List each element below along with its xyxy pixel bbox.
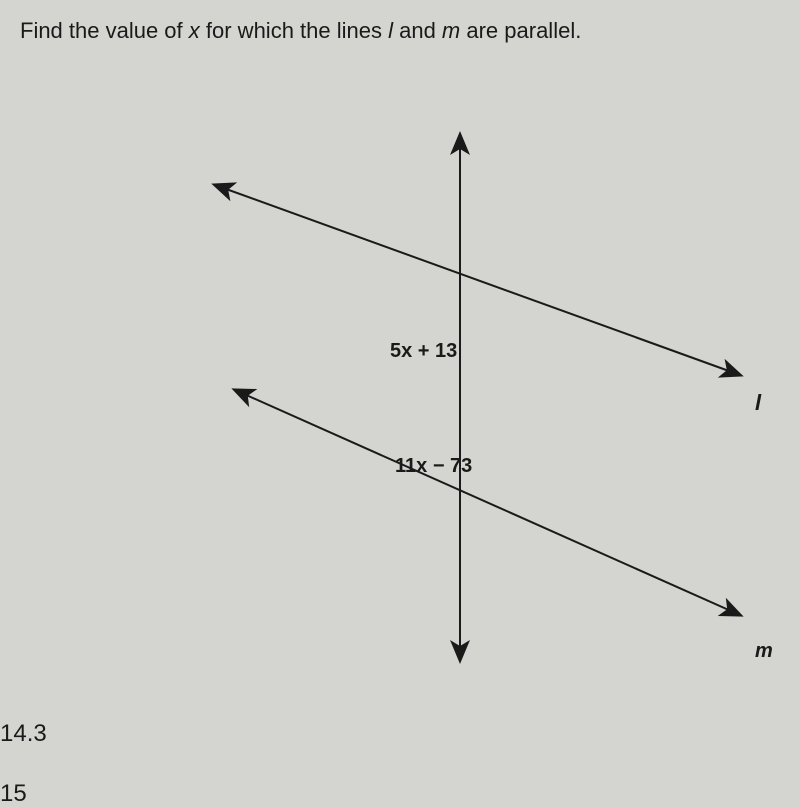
q-mid: for which the lines (200, 18, 388, 43)
line-l-label: l (755, 390, 761, 416)
answer-option-2[interactable]: 15 (0, 780, 27, 808)
q-and: and (393, 18, 442, 43)
angle-label-1: 5x + 13 (390, 340, 457, 363)
answer-option-1[interactable]: 14.3 (0, 720, 47, 748)
geometry-diagram: 5x + 13 11x − 73 l m (0, 80, 800, 700)
line-m (235, 390, 740, 615)
q-suffix: are parallel. (460, 18, 581, 43)
q-var-m: m (442, 18, 460, 43)
question-text: Find the value of x for which the lines … (20, 18, 581, 44)
q-prefix: Find the value of (20, 18, 189, 43)
q-var-x: x (189, 18, 200, 43)
line-m-label: m (755, 640, 773, 663)
angle-label-2: 11x − 73 (395, 455, 472, 478)
diagram-svg (0, 80, 800, 700)
line-l (215, 185, 740, 375)
